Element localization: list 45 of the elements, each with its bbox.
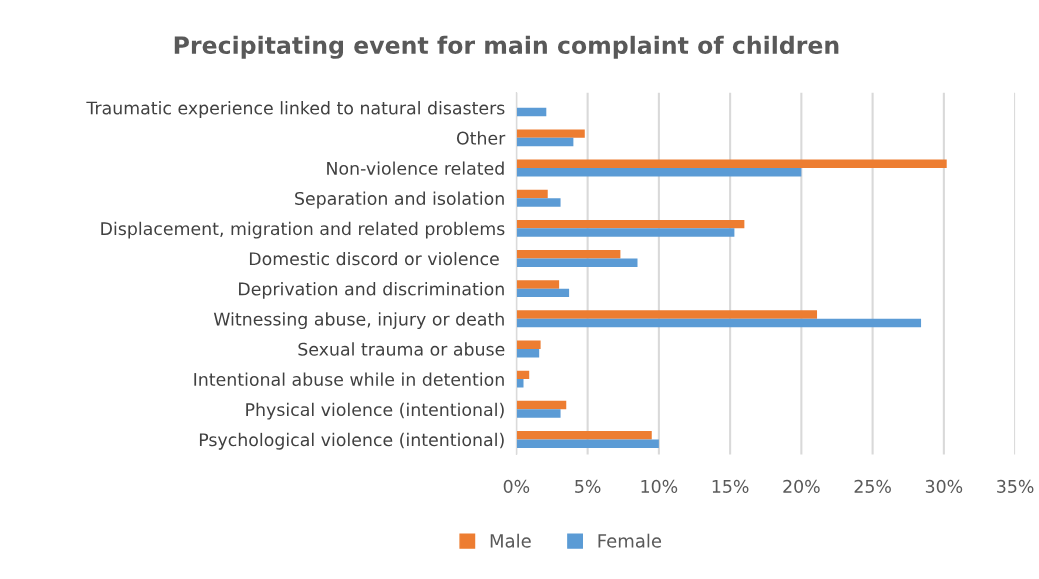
x-tick-label: 20% xyxy=(783,479,820,493)
x-tick-label: 5% xyxy=(575,479,601,493)
chart-title: Precipitating event for main complaint of children xyxy=(174,35,839,59)
y-tick-label: Separation and isolation xyxy=(295,191,504,209)
legend-label: Female xyxy=(598,533,662,548)
bar xyxy=(516,340,541,349)
x-tick-label: 10% xyxy=(641,479,678,493)
bar xyxy=(516,189,548,199)
bar xyxy=(516,400,567,410)
bar xyxy=(516,228,735,237)
y-tick-label: Psychological violence (intentional) xyxy=(199,432,504,450)
y-tick-label: Physical violence (intentional) xyxy=(246,402,504,420)
bar xyxy=(516,430,652,440)
bar xyxy=(516,280,560,289)
bar xyxy=(516,107,547,117)
y-tick-label: Witnessing abuse, injury or death xyxy=(213,312,504,330)
x-tick-label: 15% xyxy=(712,479,749,493)
x-tick-label: 25% xyxy=(854,479,891,493)
y-tick-label: Traumatic experience linked to natural disasters xyxy=(86,101,505,118)
bar xyxy=(516,409,561,418)
bar xyxy=(516,310,818,319)
bar xyxy=(516,129,585,138)
legend-label: Male xyxy=(490,533,531,548)
bar xyxy=(516,168,802,177)
y-tick-label: Non-violence related xyxy=(327,161,504,175)
x-tick-label: 35% xyxy=(997,479,1034,493)
bar xyxy=(516,198,561,207)
bar xyxy=(516,159,947,169)
bar xyxy=(516,348,540,358)
y-tick-label: Sexual trauma or abuse xyxy=(298,342,505,356)
y-tick-label: Deprivation and discrimination xyxy=(239,282,504,299)
y-tick-label: Domestic discord or violence xyxy=(249,251,499,266)
x-tick-label: 0% xyxy=(503,479,530,493)
bar xyxy=(516,288,570,298)
bar xyxy=(516,219,745,229)
bar xyxy=(516,137,574,147)
y-tick-label: Other xyxy=(456,131,506,145)
bar xyxy=(516,258,638,267)
bar xyxy=(516,318,922,328)
y-tick-label: Displacement, migration and related problems xyxy=(101,221,505,239)
bar xyxy=(516,379,524,388)
bar xyxy=(516,250,621,259)
bar xyxy=(516,439,659,448)
y-tick-label: Intentional abuse while in detention xyxy=(194,372,504,386)
x-tick-label: 30% xyxy=(925,479,963,493)
